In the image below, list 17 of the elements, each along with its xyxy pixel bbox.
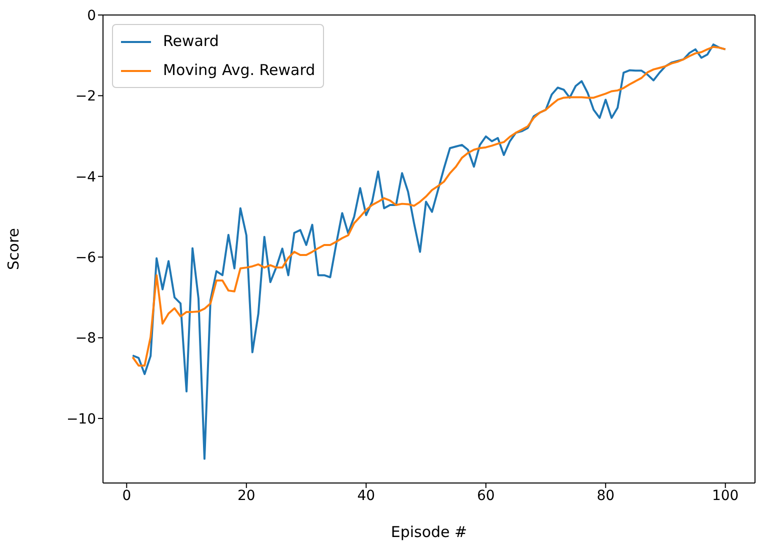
y-tick-label: −2 [75, 88, 96, 105]
x-tick-label: 100 [712, 488, 739, 504]
x-tick-label: 0 [122, 488, 132, 504]
y-tick-label: −4 [75, 169, 96, 186]
y-axis-title: Score [4, 228, 22, 270]
y-tick-label: −10 [66, 411, 96, 428]
x-tick-label: 20 [237, 488, 256, 504]
x-tick-label: 60 [476, 488, 495, 504]
x-tick-label: 40 [357, 488, 376, 504]
y-tick-label: 0 [87, 8, 96, 24]
x-axis-title: Episode # [390, 523, 468, 541]
x-tick-label: 80 [596, 488, 615, 504]
line-series [132, 46, 726, 367]
legend-label: Reward [163, 31, 219, 52]
legend-label: Moving Avg. Reward [163, 60, 316, 81]
y-tick-label: −8 [75, 330, 96, 347]
y-tick-label: −6 [75, 250, 96, 266]
